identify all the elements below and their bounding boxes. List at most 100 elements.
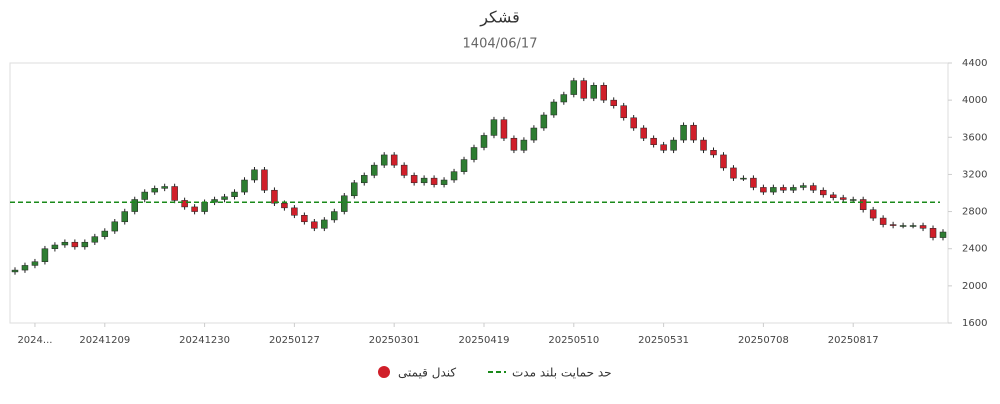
candle-body — [690, 124, 697, 141]
candle-body — [760, 187, 767, 193]
candle-body — [879, 217, 887, 225]
candle-body — [251, 169, 258, 181]
candle-body — [221, 196, 228, 200]
candle-body — [730, 167, 737, 179]
candle-body — [899, 225, 907, 227]
candle-body — [91, 236, 99, 243]
candle-body — [849, 199, 857, 201]
candle-body — [790, 187, 797, 191]
candle-body — [580, 80, 588, 99]
candle-body — [201, 202, 208, 212]
candle-body — [720, 154, 727, 169]
candle-body — [351, 182, 358, 197]
candle-body — [181, 200, 188, 208]
candle-body — [440, 179, 448, 185]
candle-body — [301, 215, 308, 223]
candle-body — [570, 80, 578, 95]
candle-body — [241, 179, 248, 193]
candle-body — [640, 127, 647, 139]
candle-body — [341, 195, 348, 212]
candle-body — [161, 186, 168, 189]
x-tick-label: 20250301 — [369, 335, 420, 346]
candle-body — [31, 261, 39, 266]
candle-body — [281, 202, 288, 209]
candle-body — [710, 150, 717, 156]
candle-body — [520, 139, 528, 151]
candle-body — [540, 114, 548, 129]
candle-body — [650, 137, 657, 145]
candle-body — [291, 207, 298, 216]
candle-body — [460, 159, 468, 172]
candle-body — [21, 265, 29, 271]
candle-body — [680, 124, 687, 141]
candle-body — [81, 241, 89, 248]
y-tick-label: 2800 — [962, 207, 987, 218]
candle-body — [919, 225, 927, 229]
candle-body — [510, 137, 518, 151]
candle-body — [800, 185, 807, 188]
candle-body — [331, 211, 338, 221]
candle-body — [400, 164, 408, 176]
legend-support-label: حد حمایت بلند مدت — [512, 366, 612, 380]
candle-body — [770, 187, 777, 193]
candle-body — [660, 144, 667, 151]
candle-body — [889, 224, 897, 226]
x-tick-label: 20241230 — [179, 335, 230, 346]
candle-body — [141, 191, 148, 200]
x-tick-label: 20250127 — [269, 335, 320, 346]
candle-body — [121, 211, 128, 223]
candle-body — [670, 139, 677, 151]
y-tick-label: 2000 — [962, 281, 987, 292]
chart-title: قشکر — [479, 8, 520, 28]
candle-body — [420, 177, 428, 184]
candle-body — [700, 139, 707, 151]
x-tick-label: 20241209 — [79, 335, 130, 346]
candle-body — [101, 230, 109, 237]
candle-body — [231, 191, 238, 197]
x-tick-label: 20250708 — [738, 335, 789, 346]
candle-body — [909, 225, 917, 227]
candle-body — [500, 119, 508, 139]
candle-body — [929, 228, 937, 238]
x-tick-label: 20250817 — [828, 335, 879, 346]
candle-body — [41, 248, 49, 262]
candle-body — [839, 197, 847, 200]
candle-body — [321, 219, 328, 229]
candle-body — [480, 135, 488, 148]
candle-body — [390, 154, 398, 166]
x-tick-label: 20250531 — [638, 335, 689, 346]
candle-body — [380, 154, 388, 166]
legend-candle-label: کندل قیمتی — [398, 366, 456, 380]
candle-body — [450, 171, 458, 181]
candle-body — [630, 117, 637, 129]
candle-body — [550, 101, 558, 116]
candle-body — [530, 127, 538, 141]
candle-body — [610, 99, 617, 106]
candle-body — [750, 177, 757, 188]
candle-body — [311, 221, 318, 229]
candle-body — [11, 269, 19, 273]
y-tick-label: 4000 — [962, 95, 987, 106]
y-tick-label: 3200 — [962, 169, 987, 180]
candle-body — [740, 177, 747, 180]
candle-body — [51, 244, 59, 249]
candle-body — [61, 241, 69, 246]
candle-body — [869, 209, 877, 219]
candle-body — [410, 175, 418, 184]
candle-body — [560, 94, 568, 103]
x-tick-label: 20250510 — [548, 335, 599, 346]
candle-body — [810, 185, 817, 191]
candle-body — [780, 187, 787, 191]
y-tick-label: 1600 — [962, 318, 987, 329]
candle-body — [370, 164, 378, 176]
candle-body — [939, 231, 947, 238]
chart-subtitle: 1404/06/17 — [463, 37, 538, 52]
candle-body — [590, 85, 597, 99]
candle-body — [71, 241, 79, 248]
candle-body — [820, 189, 827, 196]
candle-body — [600, 85, 607, 101]
candle-body — [430, 177, 438, 185]
candle-body — [361, 175, 368, 184]
x-tick-label: 20250419 — [459, 335, 510, 346]
